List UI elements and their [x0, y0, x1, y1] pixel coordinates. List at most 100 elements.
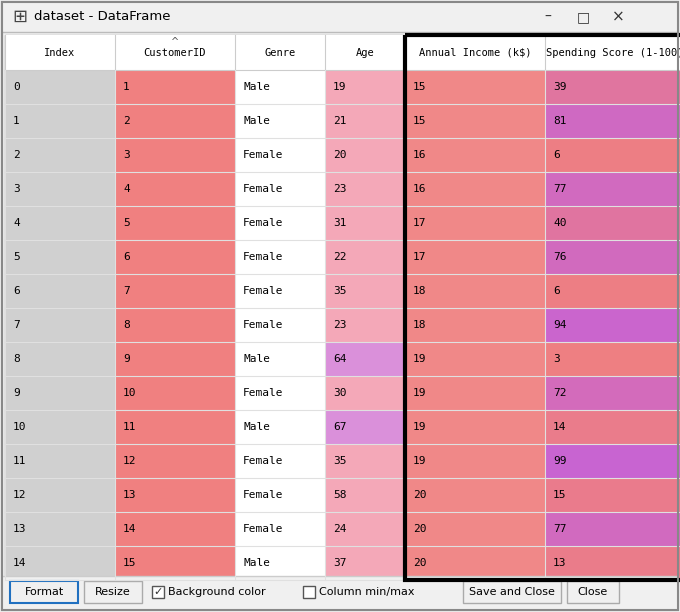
- Bar: [405, 376, 545, 410]
- Text: 19: 19: [413, 456, 426, 466]
- Text: 99: 99: [553, 456, 566, 466]
- Text: 35: 35: [333, 456, 347, 466]
- Bar: [5, 35, 680, 70]
- Text: ✓: ✓: [153, 587, 163, 597]
- Bar: [405, 206, 545, 240]
- Text: 22: 22: [333, 252, 347, 262]
- Bar: [115, 104, 235, 138]
- Text: 77: 77: [553, 524, 566, 534]
- Bar: [5, 172, 115, 206]
- Bar: [545, 206, 680, 240]
- Bar: [5, 478, 115, 512]
- Bar: [545, 308, 680, 342]
- Bar: [5, 410, 115, 444]
- Bar: [325, 138, 405, 172]
- Text: 6: 6: [13, 286, 20, 296]
- Text: Resize: Resize: [95, 587, 131, 597]
- Bar: [405, 342, 545, 376]
- Text: 94: 94: [553, 320, 566, 330]
- Bar: [325, 410, 405, 444]
- Bar: [405, 70, 545, 104]
- Bar: [10, 581, 78, 603]
- Text: Male: Male: [243, 116, 270, 126]
- Text: 72: 72: [553, 388, 566, 398]
- Bar: [115, 376, 235, 410]
- Bar: [325, 206, 405, 240]
- Text: 6: 6: [123, 252, 130, 262]
- Text: 19: 19: [413, 422, 426, 432]
- Text: 8: 8: [123, 320, 130, 330]
- Text: 5: 5: [123, 218, 130, 228]
- Text: Female: Female: [243, 184, 284, 194]
- Bar: [545, 240, 680, 274]
- Text: Index: Index: [44, 48, 75, 58]
- Bar: [567, 581, 619, 603]
- Text: 14: 14: [123, 524, 137, 534]
- Text: 11: 11: [123, 422, 137, 432]
- Bar: [115, 546, 235, 580]
- Text: ^: ^: [171, 37, 179, 47]
- Text: Female: Female: [243, 218, 284, 228]
- Bar: [115, 410, 235, 444]
- Text: 16: 16: [413, 150, 426, 160]
- Bar: [235, 444, 325, 478]
- Bar: [5, 104, 115, 138]
- Bar: [235, 138, 325, 172]
- Text: dataset - DataFrame: dataset - DataFrame: [34, 10, 171, 23]
- Text: 19: 19: [413, 388, 426, 398]
- Text: 9: 9: [13, 388, 20, 398]
- Bar: [545, 376, 680, 410]
- Text: Female: Female: [243, 150, 284, 160]
- Text: 40: 40: [553, 218, 566, 228]
- Text: 15: 15: [413, 116, 426, 126]
- Bar: [545, 546, 680, 580]
- Text: Female: Female: [243, 320, 284, 330]
- Bar: [325, 546, 405, 580]
- Text: 18: 18: [413, 320, 426, 330]
- Text: CustomerID: CustomerID: [143, 48, 206, 58]
- Bar: [545, 342, 680, 376]
- Text: 7: 7: [13, 320, 20, 330]
- Bar: [115, 274, 235, 308]
- Text: Column min/max: Column min/max: [319, 587, 415, 597]
- Bar: [235, 172, 325, 206]
- Text: 4: 4: [123, 184, 130, 194]
- Bar: [325, 512, 405, 546]
- Bar: [115, 70, 235, 104]
- Bar: [463, 581, 561, 603]
- Bar: [405, 104, 545, 138]
- Text: 19: 19: [333, 82, 347, 92]
- Bar: [115, 342, 235, 376]
- Text: Male: Male: [243, 354, 270, 364]
- Text: 15: 15: [553, 490, 566, 500]
- Bar: [5, 206, 115, 240]
- Bar: [115, 512, 235, 546]
- Text: 2: 2: [13, 150, 20, 160]
- Bar: [115, 240, 235, 274]
- Text: 0: 0: [13, 82, 20, 92]
- Text: 6: 6: [553, 286, 560, 296]
- Text: 13: 13: [13, 524, 27, 534]
- Bar: [5, 274, 115, 308]
- Text: 4: 4: [13, 218, 20, 228]
- Bar: [545, 104, 680, 138]
- Bar: [405, 410, 545, 444]
- Text: 11: 11: [13, 456, 27, 466]
- Text: 67: 67: [333, 422, 347, 432]
- Bar: [5, 240, 115, 274]
- Text: 31: 31: [333, 218, 347, 228]
- Text: 7: 7: [123, 286, 130, 296]
- Text: 64: 64: [333, 354, 347, 364]
- Text: 9: 9: [123, 354, 130, 364]
- Text: 35: 35: [333, 286, 347, 296]
- Bar: [325, 104, 405, 138]
- Bar: [325, 376, 405, 410]
- Bar: [405, 138, 545, 172]
- Bar: [115, 138, 235, 172]
- Text: 3: 3: [553, 354, 560, 364]
- Text: 3: 3: [13, 184, 20, 194]
- Text: Age: Age: [356, 48, 375, 58]
- Bar: [235, 342, 325, 376]
- Text: 23: 23: [333, 184, 347, 194]
- Bar: [405, 444, 545, 478]
